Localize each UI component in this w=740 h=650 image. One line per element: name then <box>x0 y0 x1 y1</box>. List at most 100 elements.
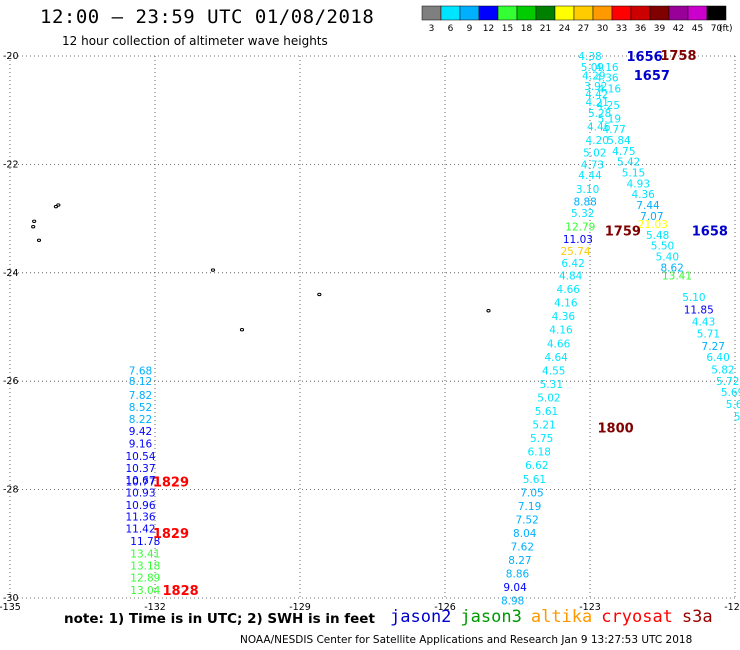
wave-height-label: 11.36 <box>125 512 155 524</box>
island-shape <box>239 328 245 332</box>
y-tick-label: -20 <box>3 51 19 62</box>
wave-height-label: 7.07 <box>640 211 663 223</box>
wave-height-label: 5.02 <box>537 392 560 404</box>
wave-height-label: 5.42 <box>617 157 640 169</box>
colorbar-swatch <box>573 5 594 21</box>
wave-height-label: 4.75 <box>612 146 635 158</box>
colorbar-swatch <box>516 5 537 21</box>
wave-height-label: 5.75 <box>530 433 553 445</box>
wave-height-label: 5.3 <box>739 422 740 434</box>
wave-height-label: 13.18 <box>130 560 160 572</box>
time-stamp-label: 1759 <box>605 225 641 240</box>
wave-height-label: 5.50 <box>651 241 674 253</box>
wave-height-label: 3.92 <box>584 81 607 93</box>
island-shape <box>486 309 491 313</box>
y-tick-label: -28 <box>3 485 19 496</box>
y-tick-label: -22 <box>3 159 19 170</box>
wave-height-label: 8.12 <box>129 376 152 388</box>
x-tick-label: -120 <box>724 602 740 613</box>
colorbar-tick-label: 70 <box>711 24 723 34</box>
time-stamp-label: 1800 <box>598 421 634 436</box>
chart-subtitle: 12 hour collection of altimeter wave hei… <box>62 34 328 48</box>
wave-height-label: 4.38 <box>578 51 601 63</box>
wave-height-label: 5.82 <box>711 364 734 376</box>
colorbar-tick-label: 9 <box>467 24 473 34</box>
wave-height-label: 13.41 <box>662 271 692 283</box>
wave-height-label: 10.77 <box>125 476 155 488</box>
y-tick-label: -24 <box>3 268 19 279</box>
wave-height-label: 4.73 <box>581 159 604 171</box>
colorbar-swatch <box>706 5 727 21</box>
chart-title: 12:00 – 23:59 UTC 01/08/2018 <box>40 6 375 28</box>
wave-height-label: 4.44 <box>578 170 602 182</box>
colorbar-swatch <box>440 5 461 21</box>
wave-height-label: 5.71 <box>697 329 720 341</box>
wave-height-label: 6.40 <box>706 352 729 364</box>
wave-height-label: 7.62 <box>511 542 534 554</box>
wave-height-label: 6.18 <box>528 447 551 459</box>
colorbar-tick-label: 33 <box>616 24 627 34</box>
colorbar-tick-label: 18 <box>521 24 533 34</box>
wave-height-label: 11.78 <box>130 536 160 548</box>
colorbar-unit: (ft) <box>719 24 733 34</box>
wave-height-label: 5.9 <box>734 411 740 423</box>
wave-height-label: 5.61 <box>523 474 546 486</box>
wave-height-label: 5.40 <box>656 252 679 264</box>
island-shape <box>210 268 216 272</box>
wave-height-label: 8.88 <box>573 196 596 208</box>
wave-height-label: 5.28 <box>588 108 611 120</box>
colorbar-tick-label: 36 <box>635 24 647 34</box>
wave-height-label: 5.48 <box>646 230 669 242</box>
colorbar-swatch <box>535 5 556 21</box>
wave-height-label: 8.04 <box>513 528 537 540</box>
wave-height-label: 8.86 <box>506 569 530 581</box>
wave-height-label: 7.27 <box>702 341 725 353</box>
wave-height-label: 5.84 <box>607 135 631 147</box>
wave-height-label: 12.79 <box>565 222 595 234</box>
wave-height-label: 9.42 <box>129 426 152 438</box>
wave-height-label: 4.46 <box>587 121 611 133</box>
wave-height-label: 8.27 <box>508 555 531 567</box>
island-shape <box>56 203 61 207</box>
wave-height-label: 7.44 <box>636 200 660 212</box>
wave-height-label: 4.66 <box>557 284 581 296</box>
wave-height-label: 10.54 <box>125 451 155 463</box>
wave-height-label: 6.62 <box>525 460 548 472</box>
colorbar-tick-label: 15 <box>502 24 513 34</box>
wave-height-label: 8.98 <box>501 596 524 608</box>
colorbar-tick-label: 30 <box>597 24 609 34</box>
legend-altika: altika <box>530 607 593 627</box>
wave-height-label: 11.42 <box>125 524 155 536</box>
colorbar-swatch <box>649 5 670 21</box>
units-note: note: 1) Time is in UTC; 2) SWH is in fe… <box>64 611 375 627</box>
wave-height-label: 4.36 <box>595 73 619 85</box>
wave-height-label: 5.61 <box>535 406 558 418</box>
time-stamp-label: 1829 <box>153 527 189 542</box>
wave-height-label: 4.93 <box>627 178 650 190</box>
wave-height-label: 4.42 <box>585 89 608 101</box>
wave-height-label: 4.29 <box>582 71 605 83</box>
island-shape <box>53 204 59 209</box>
wave-height-label: 7.68 <box>129 365 152 377</box>
colorbar-swatch <box>478 5 499 21</box>
time-stamp-label: 1828 <box>163 584 199 599</box>
time-stamp-label: 1658 <box>692 225 728 240</box>
colorbar-tick-label: 3 <box>429 24 435 34</box>
wave-height-label: 4.36 <box>552 311 576 323</box>
wave-height-label: 8.22 <box>129 414 152 426</box>
legend-jason3: jason3 <box>460 607 522 627</box>
colorbar-tick-label: 42 <box>673 24 684 34</box>
wave-height-label: 25.74 <box>560 246 590 258</box>
footer-credit: NOAA/NESDIS Center for Satellite Applica… <box>240 634 693 646</box>
x-tick-label: -132 <box>144 602 166 613</box>
wave-height-label: 13.04 <box>130 585 160 597</box>
islands <box>31 203 491 332</box>
wave-height-label: 7.05 <box>520 487 543 499</box>
x-tick-label: -129 <box>289 602 311 613</box>
colorbar-swatch <box>611 5 632 21</box>
island-shape <box>32 219 37 224</box>
wave-height-label: 4.55 <box>542 365 565 377</box>
wave-height-label: 9.16 <box>129 439 153 451</box>
wave-height-label: 5.21 <box>532 420 555 432</box>
wave-height-label: 5.09 <box>581 62 604 74</box>
